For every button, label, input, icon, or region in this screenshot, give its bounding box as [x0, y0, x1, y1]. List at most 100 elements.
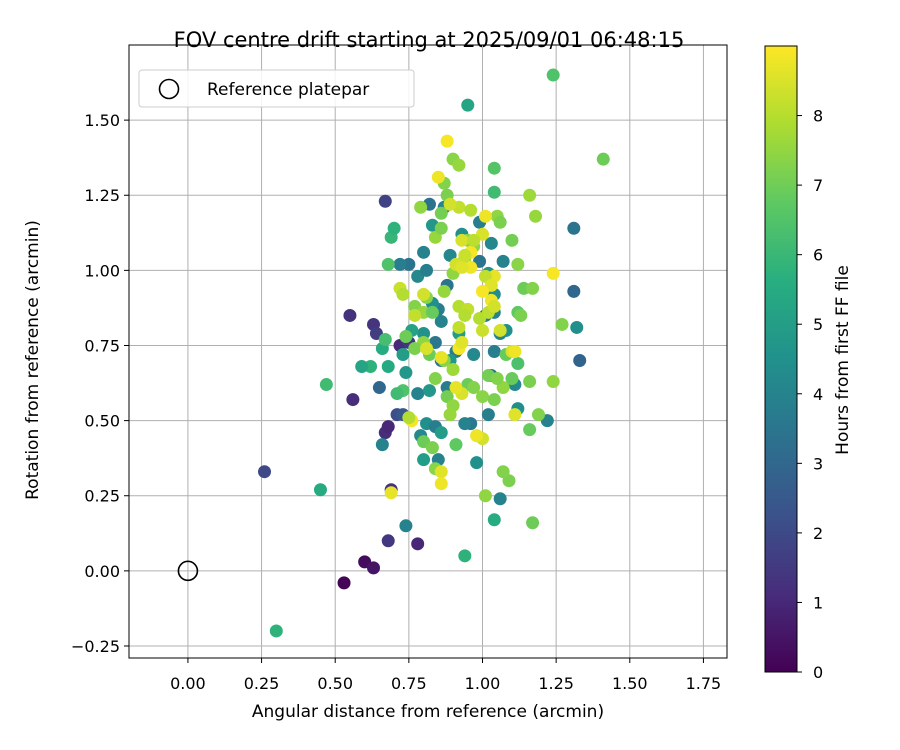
data-point	[428, 372, 442, 386]
data-point	[417, 453, 431, 467]
data-point	[458, 549, 472, 563]
legend-box	[138, 69, 415, 108]
colorbar-tick-label: 5	[813, 315, 823, 334]
data-point	[434, 314, 448, 328]
data-point	[475, 390, 489, 404]
data-point	[431, 170, 445, 184]
y-tick-label: 0.00	[84, 562, 120, 581]
colorbar-ticks: 0 1 2 3 4 5 6 7 8	[797, 107, 823, 682]
colorbar-tick-label: 8	[813, 107, 823, 126]
data-point	[417, 287, 431, 301]
data-point	[458, 308, 472, 322]
data-point	[484, 236, 498, 250]
data-point	[487, 345, 501, 358]
data-point	[529, 209, 543, 223]
colorbar: 0 1 2 3 4 5 6 7 8 Hours from first FF file	[764, 45, 853, 682]
data-point	[526, 516, 540, 530]
data-point	[467, 233, 481, 247]
data-point	[493, 323, 507, 337]
x-tick-label: 1.25	[538, 674, 574, 693]
data-point	[434, 206, 448, 220]
data-point	[461, 98, 475, 112]
reference-platepar-marker	[177, 560, 199, 582]
data-point	[487, 393, 501, 407]
y-tick-label: 0.25	[84, 487, 120, 506]
data-point	[496, 254, 510, 268]
x-tick-label: 1.75	[686, 674, 722, 693]
data-points	[258, 68, 610, 638]
data-point	[399, 329, 413, 343]
data-point	[396, 348, 410, 362]
data-point	[470, 456, 484, 470]
data-point	[475, 284, 489, 298]
data-point	[446, 363, 460, 377]
data-point	[546, 68, 560, 82]
y-tick-label: 1.25	[84, 186, 120, 205]
data-point	[367, 561, 381, 575]
colorbar-tick-label: 3	[813, 454, 823, 473]
data-point	[505, 233, 519, 247]
data-point	[417, 326, 431, 340]
data-point	[384, 486, 398, 500]
y-tick-label: 1.00	[84, 261, 120, 280]
data-point	[258, 465, 272, 479]
x-axis-ticks: 0.00 0.25 0.50 0.75 1.00 1.25 1.50 1.75	[170, 658, 721, 693]
data-point	[493, 492, 507, 506]
data-point	[420, 341, 434, 355]
data-point	[487, 513, 501, 527]
data-point	[343, 308, 357, 322]
data-point	[452, 320, 466, 334]
data-point	[467, 348, 481, 362]
data-point	[378, 332, 392, 346]
data-point	[372, 381, 386, 395]
data-point	[411, 387, 425, 401]
data-point	[478, 489, 492, 503]
data-point	[458, 417, 472, 431]
data-point	[440, 134, 454, 148]
data-point	[531, 408, 545, 422]
data-point	[337, 576, 351, 590]
data-point	[511, 257, 525, 271]
data-point	[381, 420, 395, 434]
data-point	[411, 537, 425, 551]
data-point	[487, 161, 501, 175]
data-point	[523, 188, 537, 202]
data-point	[313, 483, 327, 497]
data-point	[523, 375, 537, 389]
data-point	[596, 152, 610, 166]
colorbar-tick-label: 7	[813, 176, 823, 195]
data-point	[546, 375, 560, 389]
colorbar-gradient	[764, 45, 798, 673]
x-tick-label: 1.00	[465, 674, 501, 693]
data-point	[434, 426, 448, 440]
data-point	[375, 438, 389, 452]
data-point	[449, 381, 463, 395]
data-point	[496, 465, 510, 479]
data-point	[478, 209, 492, 223]
data-point	[399, 519, 413, 533]
data-point	[390, 387, 404, 401]
colorbar-tick-label: 1	[813, 593, 823, 612]
colorbar-label: Hours from first FF file	[833, 265, 853, 455]
data-point	[443, 197, 457, 211]
data-point	[381, 534, 395, 548]
y-tick-label: −0.25	[71, 637, 120, 656]
data-point	[417, 245, 431, 259]
data-point	[493, 215, 507, 229]
data-point	[381, 257, 395, 271]
data-point	[523, 423, 537, 437]
data-point	[381, 360, 395, 374]
data-point	[452, 158, 466, 172]
data-point	[455, 260, 469, 274]
data-point	[408, 308, 422, 322]
data-point	[449, 438, 463, 452]
data-point	[355, 360, 369, 374]
data-point	[555, 317, 569, 331]
data-point	[455, 335, 469, 349]
data-point	[467, 381, 481, 395]
data-point	[455, 233, 469, 247]
data-point	[434, 351, 448, 365]
data-point	[567, 221, 581, 235]
legend: Reference platepar	[138, 69, 415, 108]
